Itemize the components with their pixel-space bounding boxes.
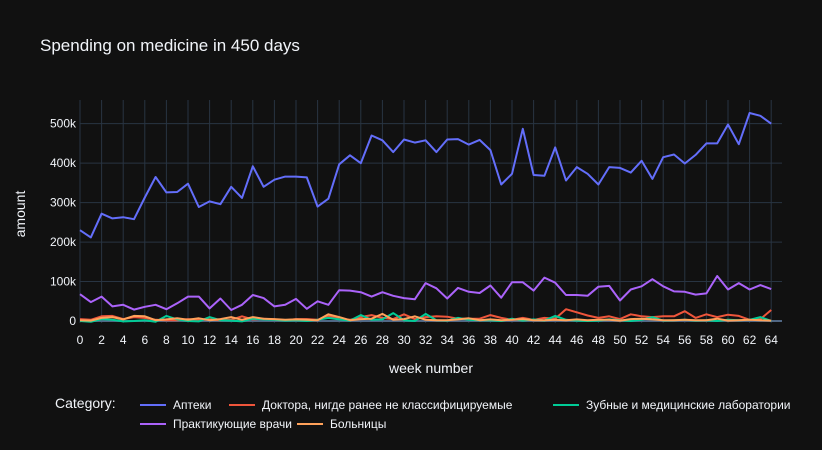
legend-item-label: Практикующие врачи (173, 417, 292, 431)
y-tick-labels: 0 100k 200k 300k 400k 500k (50, 117, 77, 328)
x-tick-label: 28 (376, 333, 390, 347)
x-tick-label: 46 (570, 333, 584, 347)
x-tick-label: 38 (484, 333, 498, 347)
x-tick-label: 4 (120, 333, 127, 347)
x-tick-label: 50 (613, 333, 627, 347)
x-tick-label: 40 (505, 333, 519, 347)
series-line-2 (79, 312, 772, 323)
y-tick-label: 200k (50, 235, 77, 249)
x-tick-label: 14 (225, 333, 239, 347)
x-tick-label: 34 (441, 333, 455, 347)
series-line-3 (79, 275, 772, 311)
chart-title: Spending on medicine in 450 days (40, 36, 300, 55)
x-tick-label: 16 (246, 333, 260, 347)
x-tick-label: 26 (354, 333, 368, 347)
series-lines (79, 112, 772, 323)
x-tick-label: 20 (289, 333, 303, 347)
y-axis-label: amount (12, 191, 28, 238)
x-tick-label: 6 (141, 333, 148, 347)
x-tick-label: 44 (549, 333, 563, 347)
x-tick-label: 22 (311, 333, 325, 347)
y-tick-label: 0 (69, 314, 76, 328)
x-tick-label: 18 (268, 333, 282, 347)
x-tick-label: 56 (678, 333, 692, 347)
x-tick-label: 30 (397, 333, 411, 347)
x-tick-label: 62 (743, 333, 757, 347)
x-tick-label: 48 (592, 333, 606, 347)
y-tick-label: 300k (50, 196, 77, 210)
x-tick-label: 64 (765, 333, 779, 347)
legend-item-label: Зубные и медицинские лаборатории (586, 398, 791, 412)
x-tick-label: 2 (98, 333, 105, 347)
x-tick-label: 42 (527, 333, 541, 347)
x-tick-labels: 0 2 4 6 8 10 12 14 16 18 20 22 24 26 28 30 32 34 36 38 40 42 4… (77, 333, 779, 347)
legend-item-label: Больницы (330, 417, 386, 431)
x-axis-label: week number (388, 360, 473, 376)
y-tick-label: 100k (50, 275, 77, 289)
legend: Category: Аптеки Доктора, нигде ранее не … (55, 395, 791, 431)
legend-title: Category: (55, 395, 116, 411)
series-line-4 (79, 312, 772, 322)
legend-item-label: Доктора, нигде ранее не классифицируемые (262, 398, 513, 412)
x-tick-label: 12 (203, 333, 217, 347)
series-line-0 (79, 112, 772, 239)
legend-item-label: Аптеки (173, 398, 212, 412)
x-tick-label: 10 (181, 333, 195, 347)
x-tick-label: 8 (163, 333, 170, 347)
y-tick-label: 500k (50, 117, 77, 131)
x-tick-label: 60 (721, 333, 735, 347)
x-tick-label: 24 (333, 333, 347, 347)
x-tick-label: 32 (419, 333, 433, 347)
x-tick-label: 0 (77, 333, 84, 347)
x-tick-label: 36 (462, 333, 476, 347)
x-tick-label: 52 (635, 333, 649, 347)
y-tick-label: 400k (50, 156, 77, 170)
x-tick-label: 54 (657, 333, 671, 347)
x-tick-label: 58 (700, 333, 714, 347)
